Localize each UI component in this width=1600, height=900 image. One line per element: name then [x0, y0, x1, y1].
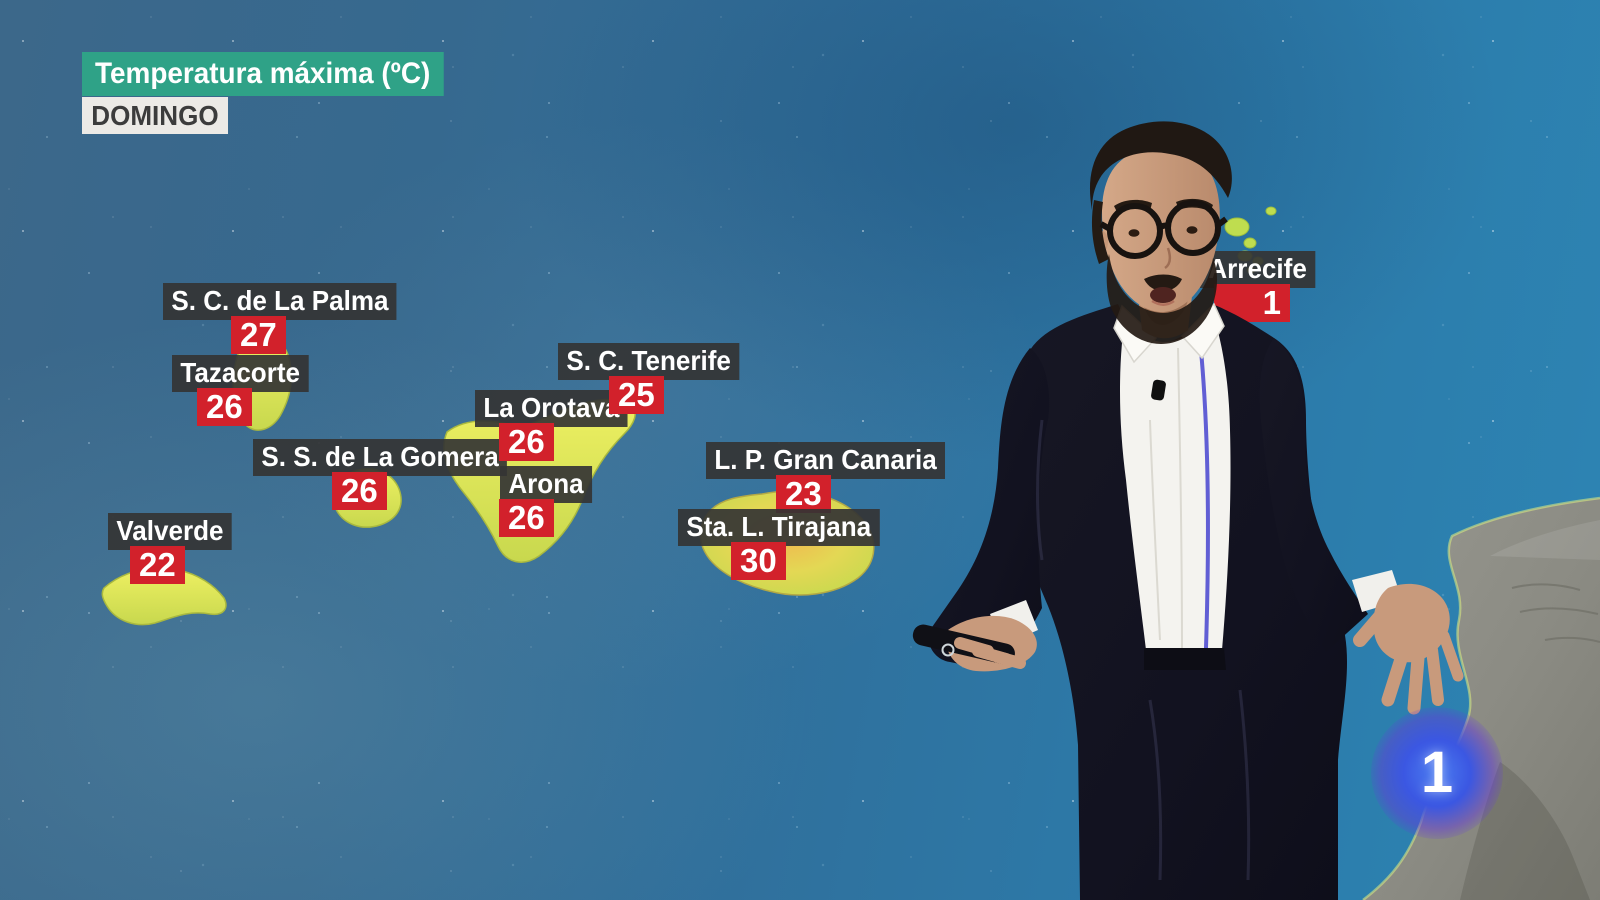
city-name-ss-la-gomera: S. S. de La Gomera	[253, 439, 508, 476]
channel-logo-la1: 1	[1371, 707, 1503, 839]
temperature-badge-lp-gran-canaria: 23	[776, 475, 831, 513]
temperature-badge-ss-la-gomera: 26	[332, 472, 387, 510]
city-name-sc-la-palma: S. C. de La Palma	[163, 283, 397, 320]
temperature-badge-la-orotava: 26	[499, 423, 554, 461]
city-name-arona: Arona	[500, 466, 592, 503]
temperature-badge-sta-l-tirajana: 30	[731, 542, 786, 580]
temperature-badge-arrecife: 1	[1214, 284, 1290, 322]
temperature-badge-sc-tenerife: 25	[609, 376, 664, 414]
channel-logo-number: 1	[1420, 740, 1454, 805]
city-name-lp-gran-canaria: L. P. Gran Canaria	[706, 442, 946, 479]
city-name-arrecife: Arrecife	[1200, 251, 1316, 288]
city-name-sc-tenerife: S. C. Tenerife	[558, 343, 740, 380]
city-name-sta-l-tirajana: Sta. L. Tirajana	[678, 509, 880, 546]
temperature-badge-sc-la-palma: 27	[231, 316, 286, 354]
temperature-badge-valverde: 22	[130, 546, 185, 584]
temperature-badge-tazacorte: 26	[197, 388, 252, 426]
map-title: Temperatura máxima (ºC)	[82, 52, 444, 96]
city-name-tazacorte: Tazacorte	[172, 355, 309, 392]
city-name-valverde: Valverde	[108, 513, 232, 550]
city-name-la-orotava: La Orotava	[475, 390, 628, 427]
temperature-badge-arona: 26	[499, 499, 554, 537]
day-label: DOMINGO	[82, 97, 228, 134]
